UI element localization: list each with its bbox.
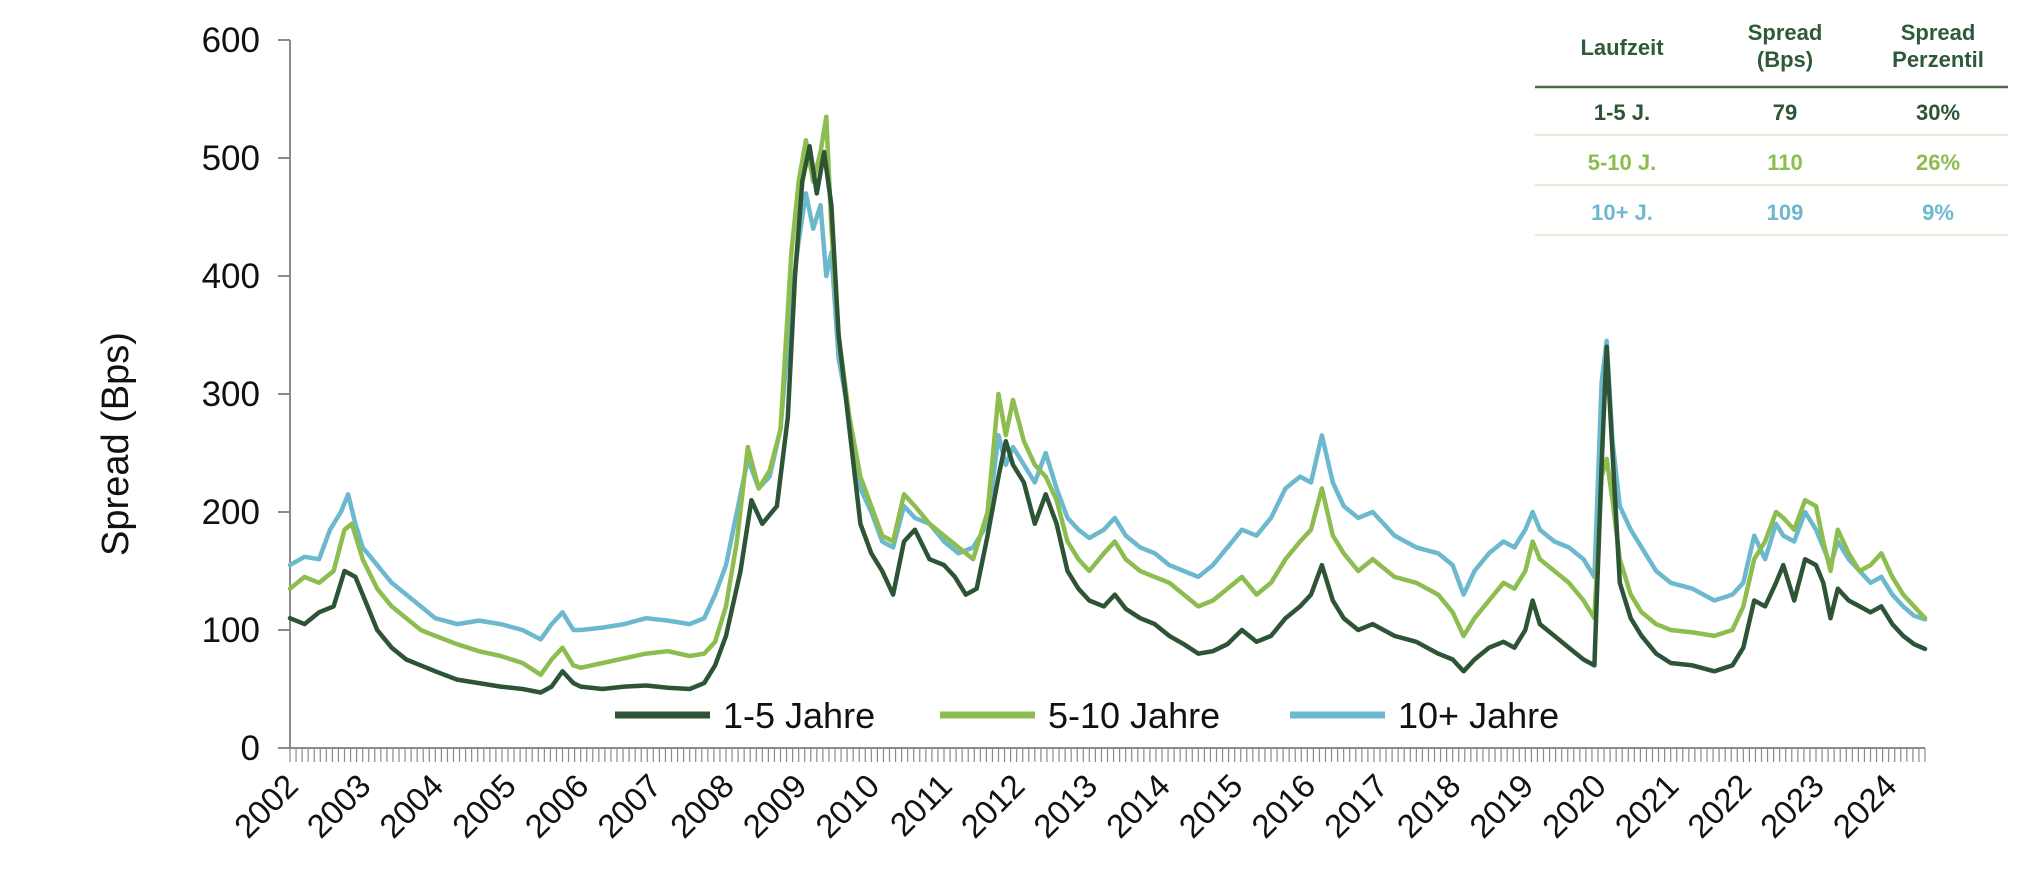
x-tick-label: 2004 xyxy=(372,767,450,845)
x-tick-label: 2021 xyxy=(1608,767,1686,845)
x-tick-label: 2017 xyxy=(1317,767,1395,845)
table-header: Laufzeit xyxy=(1580,35,1664,60)
series-line-1-5-jahre xyxy=(287,143,1928,695)
x-tick-label: 2020 xyxy=(1535,767,1613,845)
table-header-line: (Bps) xyxy=(1757,47,1813,72)
y-tick-label: 600 xyxy=(202,21,260,60)
x-tick-label: 2013 xyxy=(1026,767,1104,845)
table-cell-perzentil: 26% xyxy=(1916,150,1960,175)
y-tick-label: 100 xyxy=(202,611,260,650)
x-tick-label: 2018 xyxy=(1390,767,1468,845)
table-header-line: Spread xyxy=(1748,20,1823,45)
table-cell-spread: 110 xyxy=(1767,150,1803,175)
x-tick-label: 2011 xyxy=(883,767,959,843)
table-cell-spread: 79 xyxy=(1773,100,1797,125)
table-header: Spread Perzentil xyxy=(1892,20,1984,72)
series-line-10-jahre xyxy=(287,191,1928,642)
table-cell-laufzeit: 10+ J. xyxy=(1591,200,1653,225)
x-tick-label: 2015 xyxy=(1172,767,1250,845)
legend-label: 1-5 Jahre xyxy=(723,695,875,736)
x-tick-label: 2008 xyxy=(663,767,741,845)
x-tick-label: 2003 xyxy=(300,767,378,845)
x-tick-label: 2005 xyxy=(445,767,523,845)
x-tick-label: 2024 xyxy=(1826,767,1904,845)
y-tick-label: 400 xyxy=(202,257,260,296)
table-cell-perzentil: 30% xyxy=(1916,100,1960,125)
x-tick-label: 2010 xyxy=(808,767,886,845)
y-tick-label: 300 xyxy=(202,375,260,414)
x-tick-label: 2012 xyxy=(954,767,1032,845)
table-cell-perzentil: 9% xyxy=(1922,200,1954,225)
table-cell-laufzeit: 1-5 J. xyxy=(1594,100,1650,125)
x-tick-label: 2002 xyxy=(227,767,305,845)
x-tick-label: 2019 xyxy=(1462,767,1540,845)
table-header-line: Perzentil xyxy=(1892,47,1984,72)
table-header: Spread (Bps) xyxy=(1748,20,1823,72)
legend-label: 5-10 Jahre xyxy=(1048,695,1220,736)
table-header-line: Spread xyxy=(1901,20,1976,45)
x-tick-label: 2014 xyxy=(1099,767,1177,845)
y-axis-title: Spread (Bps) xyxy=(95,332,137,556)
table-cell-laufzeit: 5-10 J. xyxy=(1588,150,1657,175)
legend-label: 10+ Jahre xyxy=(1398,695,1559,736)
y-tick-label: 0 xyxy=(241,729,260,768)
x-tick-label: 2022 xyxy=(1680,767,1758,845)
y-tick-label: 200 xyxy=(202,493,260,532)
x-tick-label: 2016 xyxy=(1244,767,1322,845)
y-tick-label: 500 xyxy=(202,139,260,178)
x-tick-label: 2009 xyxy=(736,767,814,845)
x-tick-label: 2023 xyxy=(1753,767,1831,845)
x-tick-label: 2007 xyxy=(590,767,668,845)
x-tick-label: 2006 xyxy=(518,767,596,845)
table-cell-spread: 109 xyxy=(1767,200,1804,225)
series-line-5-10-jahre xyxy=(287,114,1928,678)
